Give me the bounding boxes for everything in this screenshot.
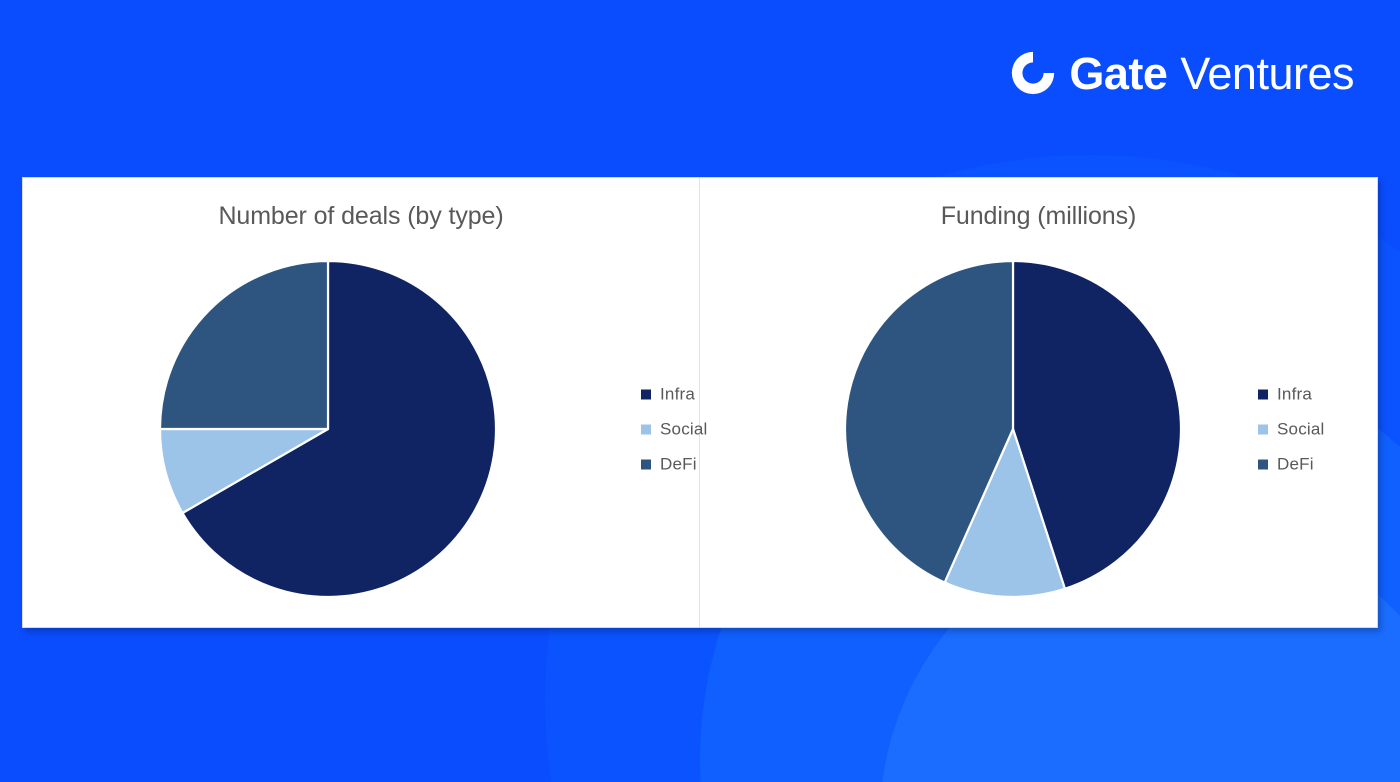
- pie-chart-deals-by-type: [157, 258, 499, 600]
- legend-item-defi[interactable]: DeFi: [1258, 447, 1325, 482]
- legend-swatch-infra: [641, 389, 651, 399]
- brand-name-secondary: Ventures: [1180, 47, 1354, 99]
- charts-panel: Number of deals (by type) Infra Social D…: [22, 177, 1378, 628]
- legend-label-infra: Infra: [660, 384, 696, 404]
- chart-title-right: Funding (millions): [940, 202, 1137, 230]
- legend-item-social[interactable]: Social: [641, 412, 708, 447]
- pie-slice-infra[interactable]: [1011, 259, 1183, 590]
- legend-right: Infra Social DeFi: [1258, 377, 1325, 482]
- legend-item-defi[interactable]: DeFi: [641, 447, 708, 482]
- pie-slice-defi[interactable]: [158, 259, 330, 431]
- legend-item-infra[interactable]: Infra: [641, 377, 708, 412]
- legend-swatch-social: [641, 424, 651, 434]
- legend-label-defi: DeFi: [1277, 454, 1314, 474]
- legend-swatch-defi: [641, 459, 651, 469]
- brand-logo: Gate Ventures: [1010, 47, 1354, 99]
- pie-slice-social[interactable]: [158, 427, 330, 515]
- chart-body-right: Infra Social DeFi: [700, 231, 1377, 627]
- legend-label-social: Social: [660, 419, 708, 439]
- chart-panel-left: Number of deals (by type) Infra Social D…: [23, 178, 707, 627]
- legend-swatch-defi: [1258, 459, 1268, 469]
- legend-swatch-infra: [1258, 389, 1268, 399]
- legend-item-social[interactable]: Social: [1258, 412, 1325, 447]
- legend-label-defi: DeFi: [660, 454, 697, 474]
- pie-slice-defi[interactable]: [843, 259, 1015, 584]
- pie-chart-funding-millions: [842, 258, 1184, 600]
- gate-circle-logo-icon: [1012, 51, 1055, 95]
- legend-label-infra: Infra: [1277, 384, 1313, 404]
- legend-label-social: Social: [1277, 419, 1325, 439]
- chart-body-left: Infra Social DeFi: [23, 231, 707, 627]
- pie-slice-social[interactable]: [943, 427, 1067, 599]
- legend-item-infra[interactable]: Infra: [1258, 377, 1325, 412]
- brand-name-primary: Gate: [1069, 47, 1168, 99]
- legend-swatch-social: [1258, 424, 1268, 434]
- legend-left: Infra Social DeFi: [641, 377, 708, 482]
- pie-slice-infra[interactable]: [181, 259, 498, 599]
- chart-title-left: Number of deals (by type): [218, 202, 504, 230]
- chart-panel-right: Funding (millions) Infra Social DeFi: [700, 178, 1377, 627]
